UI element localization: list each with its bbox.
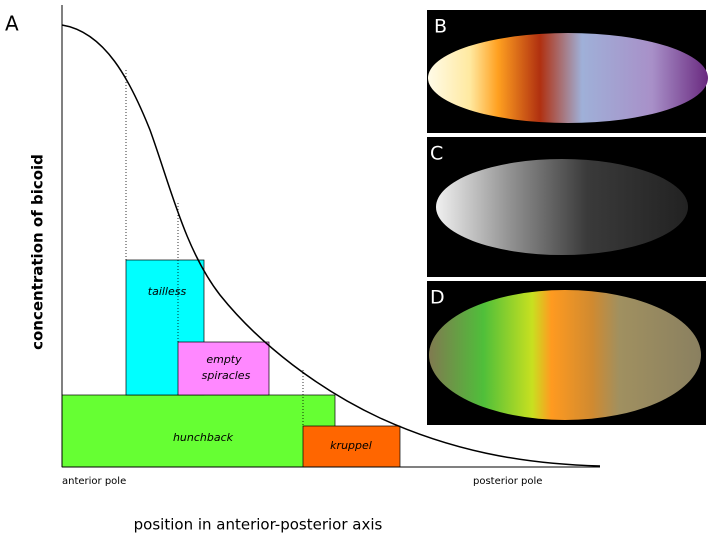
box-label: tailless [148, 285, 187, 298]
box-label: empty [206, 353, 242, 366]
hunchback-box [61, 394, 336, 468]
box-label: hunchback [173, 431, 234, 444]
y-axis-label: concentration of bicoid [29, 154, 47, 350]
x-axis-label: position in anterior-posterior axis [134, 516, 383, 534]
box-label: spiracles [202, 369, 251, 382]
embryo-image [429, 290, 701, 420]
bicoid-curve [61, 24, 601, 467]
box-label: kruppel [330, 439, 372, 452]
panel-label: B [434, 16, 447, 38]
empty-spiracles-box [177, 341, 270, 396]
x-end-label: posterior pole [473, 476, 542, 487]
kruppel-box [302, 425, 401, 468]
panel-label: A [5, 12, 19, 36]
embryo-image [428, 33, 708, 123]
panel-label: D [430, 287, 445, 309]
embryo-image [436, 159, 688, 255]
x-start-label: anterior pole [62, 476, 126, 487]
panel-label: C [430, 143, 443, 165]
guides [125, 70, 304, 426]
